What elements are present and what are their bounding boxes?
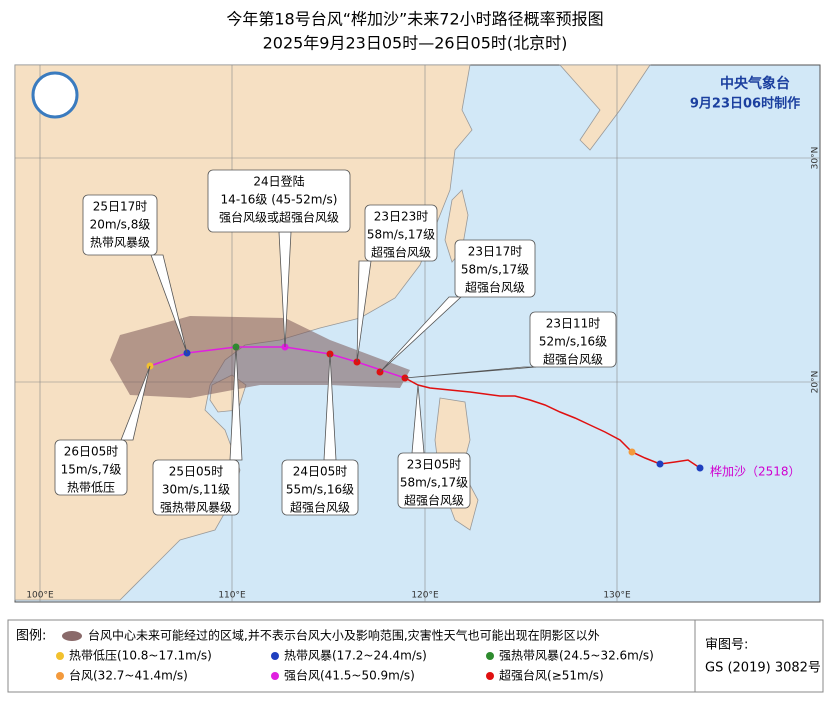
callout-box	[397, 452, 471, 509]
callout-box	[82, 194, 158, 256]
callout-box	[364, 204, 438, 262]
lon-label: 120°E	[411, 591, 439, 601]
callout-text: 24日登陆	[253, 174, 304, 189]
legend-label: 热带风暴(17.2~24.4m/s)	[284, 649, 427, 663]
legend-label: 台风(32.7~41.4m/s)	[69, 668, 188, 683]
callout-text: 23日23时	[374, 210, 429, 224]
callout-box	[454, 239, 536, 298]
title: 今年第18号台风“桦加沙”未来72小时路径概率预报图	[226, 10, 603, 29]
track-point	[656, 460, 664, 468]
issued: 9月23日06时制作	[690, 96, 800, 112]
islands	[559, 64, 651, 151]
callout-text: 30m/s,11级	[162, 483, 230, 497]
callout-text: 58m/s,17级	[367, 228, 435, 242]
callout-text: 超强台风级	[371, 245, 431, 260]
logo	[31, 71, 79, 119]
lon-label: 100°E	[26, 591, 54, 601]
legend-dot	[486, 652, 494, 660]
legend-label: 超强台风(≥51m/s)	[499, 668, 604, 683]
callout-text: 23日17时	[468, 245, 523, 259]
callout-box	[54, 439, 128, 496]
legend-panel	[7, 619, 824, 693]
map	[14, 64, 821, 603]
callout-pointer	[356, 260, 372, 363]
legend-title: 图例:	[16, 629, 46, 644]
legend-label: 强台风(41.5~50.9m/s)	[284, 668, 415, 683]
legend-dot	[271, 672, 279, 680]
storm-label: 桦加沙（2518）	[710, 464, 801, 479]
legend-label: 强热带风暴(24.5~32.6m/s)	[499, 649, 654, 663]
callout-text: 强热带风暴级	[160, 501, 232, 515]
callout-box	[281, 459, 359, 516]
legend-cone-text: 台风中心未来可能经过的区域,并不表示台风大小及影响范围,灾害性天气也可能出现在阴…	[88, 628, 600, 643]
callout-pointer	[404, 366, 537, 379]
callout-text: 25日17时	[93, 200, 148, 214]
callout-text: 热带低压	[67, 481, 115, 495]
agency: 中央气象台	[720, 75, 790, 92]
callout-text: 24日05时	[293, 465, 348, 479]
probability-cone	[110, 316, 410, 398]
approval-number: GS (2019) 3082号	[705, 661, 821, 676]
callout-pointer	[379, 296, 463, 373]
legend-dot	[271, 652, 279, 660]
legend-dot	[486, 672, 494, 680]
approval-label: 审图号:	[705, 638, 748, 653]
callout-text: 25日05时	[169, 465, 224, 479]
lat-label: 30°N	[811, 147, 821, 170]
callout-box	[529, 311, 617, 368]
callout-text: 热带风暴级	[90, 236, 150, 250]
legend-dot	[56, 652, 64, 660]
callout-box	[207, 169, 351, 233]
callout-pointer	[120, 365, 151, 441]
callout-text: 26日05时	[64, 445, 119, 459]
callout-text: 23日11时	[546, 317, 601, 331]
callout-text: 超强台风级	[465, 280, 525, 295]
callout-text: 15m/s,7级	[61, 463, 122, 477]
lon-label: 110°E	[218, 591, 246, 601]
callout-pointer	[150, 254, 188, 354]
callout-text: 强台风级或超强台风级	[219, 210, 339, 225]
legend-dot	[56, 672, 64, 680]
past-track	[404, 377, 701, 469]
legend-cone	[62, 631, 82, 641]
track-point	[696, 464, 704, 472]
callout-text: 58m/s,17级	[461, 263, 529, 277]
callout-text: 超强台风级	[404, 493, 464, 508]
callout-text: 超强台风级	[543, 352, 603, 367]
callout-text: 14-16级 (45-52m/s)	[221, 193, 338, 207]
track-point	[628, 448, 636, 456]
lon-label: 130°E	[603, 591, 631, 601]
subtitle: 2025年9月23日05时—26日05时(北京时)	[263, 34, 568, 53]
lat-label: 20°N	[811, 371, 821, 394]
callout-text: 58m/s,17级	[400, 476, 468, 490]
callout-text: 20m/s,8级	[90, 218, 151, 232]
callout-text: 超强台风级	[290, 500, 350, 515]
callout-text: 52m/s,16级	[539, 335, 607, 349]
callout-text: 23日05时	[407, 458, 462, 472]
legend-label: 热带低压(10.8~17.1m/s)	[69, 649, 212, 663]
callout-box	[152, 459, 240, 516]
callout-text: 55m/s,16级	[286, 483, 354, 497]
